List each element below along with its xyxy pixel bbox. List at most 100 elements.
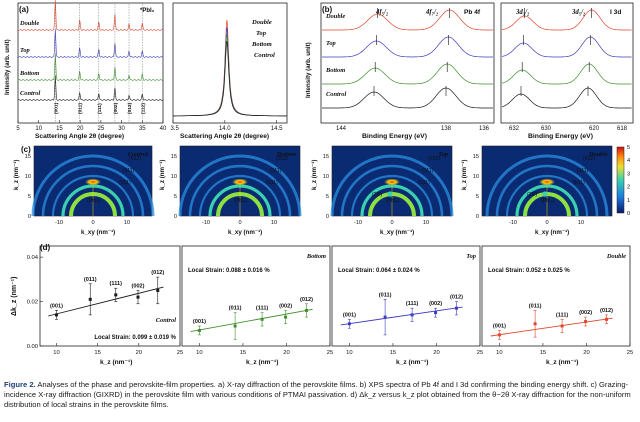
ring-label: (011) — [266, 180, 278, 186]
xrd-x-tick: 35 — [139, 126, 146, 132]
gixrd-ylabel: k_z (nm⁻¹) — [13, 160, 20, 190]
colorbar-tick: 5 — [627, 145, 630, 151]
i-title: I 3d — [610, 9, 621, 16]
xps-pb-trace-top — [322, 36, 493, 58]
gixrd-y-tick: 5 — [326, 194, 329, 200]
gixrd-y-tick: 0 — [476, 214, 479, 220]
strain-xlabel: k_z (nm⁻¹) — [100, 359, 132, 366]
xps-pb-trace-control — [322, 87, 493, 109]
zoom-xlabel: Scattering Angle 2θ (degree) — [180, 133, 269, 140]
data-point — [604, 317, 608, 321]
panel-b-label: (b) — [322, 5, 333, 14]
data-point — [383, 315, 387, 319]
i-peak-label-2: 3d₅/₂ — [571, 9, 586, 16]
point-label: (111) — [256, 306, 269, 312]
strain-plot-title: Double — [606, 253, 626, 260]
gixrd-map-title: Control — [128, 151, 148, 158]
zoom-label-top: Top — [256, 30, 267, 37]
gixrd-x-tick: 0 — [238, 220, 241, 226]
fit-line — [48, 286, 164, 317]
point-label: (012) — [300, 297, 313, 303]
strain-panel: (d) (001) (011) (111) (002) (012) Control Loca… — [11, 243, 633, 366]
data-point — [54, 313, 58, 317]
colorbar-tick: 0 — [627, 211, 630, 217]
xrd-label-double: Double — [19, 20, 39, 27]
strain-plot-title: Bottom — [306, 253, 326, 260]
ring-label: (012) — [428, 156, 440, 162]
point-label: (111) — [406, 301, 419, 307]
xps-label-control: Control — [326, 91, 346, 98]
xrd-x-tick: 20 — [77, 126, 84, 132]
strain-x-tick: 15 — [390, 350, 396, 356]
caption-text: Analyses of the phase and perovskite-fil… — [4, 380, 631, 410]
xps-i-trace-double — [501, 9, 632, 31]
gixrd-ylabel: k_z (nm⁻¹) — [461, 160, 468, 190]
panel-a-label: (a) — [19, 5, 29, 14]
strain-plot-1: (001) (011) (111) (002) (012) Bottom Local Str… — [181, 245, 333, 366]
gixrd-map-control: (012) (111) (011) (PbI₂) Control -10 0 10 k_xy (… — [13, 145, 155, 236]
strain-x-tick: 25 — [477, 350, 483, 356]
point-label: (001) — [493, 323, 506, 329]
gixrd-x-tick: 10 — [578, 220, 584, 226]
local-strain-annotation: Local Strain: 0.088 ± 0.016 % — [188, 268, 270, 274]
data-point — [560, 324, 564, 328]
ring-label: (012) — [276, 156, 288, 162]
gixrd-ylabel: k_z (nm⁻¹) — [311, 160, 318, 190]
xrd-x-tick: 10 — [35, 126, 42, 132]
colorbar — [616, 146, 625, 214]
data-point — [304, 308, 308, 312]
point-label: (011) — [379, 292, 392, 298]
local-strain-annotation: Local Strain: 0.099 ± 0.019 % — [94, 335, 176, 341]
xrd-x-tick: 15 — [56, 126, 63, 132]
ring-label-2d: (2D) — [372, 192, 382, 198]
data-point — [584, 320, 588, 324]
colorbar-tick: 4 — [627, 158, 630, 164]
gixrd-map-double: (012) (111) (011) (2D) (PbI₂) Double -10 0 10 k_x… — [461, 145, 613, 236]
xrd-x-tick: 5 — [16, 126, 20, 132]
point-label: (111) — [556, 312, 569, 318]
zoom-x-tick: 13.5 — [170, 126, 179, 132]
ring-label-pbi2: (PbI₂) — [234, 198, 248, 204]
xps-i-tick: 618 — [617, 126, 628, 132]
gixrd-map-title: Bottom — [276, 151, 296, 158]
ring-label: (111) — [123, 168, 135, 174]
gixrd-panel: (c) (012)(111)(011)(PbI₂)Control-10 0 10k_… — [13, 145, 630, 236]
xps-label-double: Double — [325, 13, 345, 20]
point-label: (011) — [229, 306, 242, 312]
strain-x-tick: 10 — [196, 350, 202, 356]
panel-b-xlabel-pb: Binding Energy (eV) — [362, 133, 427, 140]
strain-plot-2: (001) (011) (111) (002) (012) Top Local Strain… — [331, 245, 483, 366]
data-point — [533, 322, 537, 326]
gixrd-x-tick: 0 — [390, 220, 393, 226]
xps-pb-trace-double — [322, 9, 493, 31]
xrd-peak-label: (002) — [113, 102, 119, 114]
figure-number: Figure 2. — [4, 380, 36, 389]
gixrd-y-tick: 10 — [25, 174, 31, 180]
ring-label: (012) — [129, 156, 141, 162]
colorbar-tick: 1 — [627, 198, 630, 204]
strain-plot-title: Top — [466, 253, 476, 260]
strain-xlabel: k_z (nm⁻¹) — [546, 359, 578, 366]
xps-i-tick: 632 — [509, 126, 520, 132]
xps-pb-tick: 138 — [441, 126, 452, 132]
strain-xlabel: k_z (nm⁻¹) — [246, 359, 278, 366]
zoom-trace-double — [173, 19, 287, 117]
xps-pb-trace-bottom — [322, 63, 493, 85]
ring-label-pbi2: (PbI₂) — [541, 198, 555, 204]
xrd-trace-top — [17, 29, 163, 58]
xps-i-trace-bottom — [501, 63, 632, 85]
xps-i-trace-control — [501, 87, 632, 109]
strain-xlabel: k_z (nm⁻¹) — [396, 359, 428, 366]
point-label: (011) — [529, 303, 542, 309]
panel-a-ylabel: Intensity (arb. unit) — [4, 39, 11, 95]
fit-line — [190, 308, 313, 332]
xrd-trace-double — [17, 0, 163, 31]
gixrd-x-tick: 10 — [423, 220, 429, 226]
gixrd-x-tick: -10 — [509, 220, 517, 226]
strain-x-tick: 25 — [627, 350, 633, 356]
xrd-label-top: Top — [20, 47, 30, 54]
xrd-peak-label: (112) — [140, 103, 146, 114]
panel-b-ylabel: Intensity (arb. unit) — [305, 42, 312, 98]
gixrd-map-top: (012) (111) (011) (2D) (PbI₂) Top -10 0 10 k_xy (… — [311, 145, 454, 236]
xrd-label-bottom: Bottom — [19, 70, 39, 77]
